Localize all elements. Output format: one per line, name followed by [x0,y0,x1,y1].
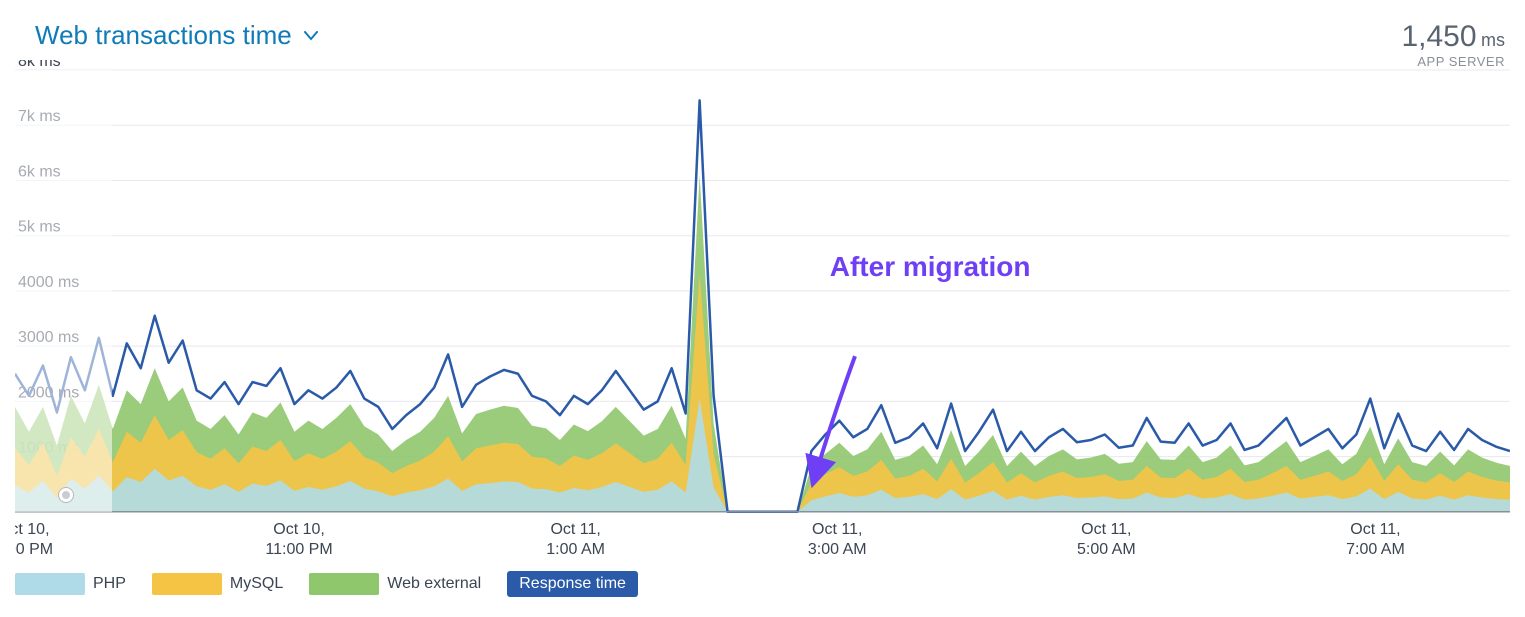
metric-value: 1,450 [1401,20,1476,53]
area-web-external [15,175,1510,512]
x-tick-label: 3:00 AM [808,540,867,558]
chart-legend: PHP MySQL Web external Response time [15,571,638,597]
x-tick-label: Oct 10, [273,520,325,538]
metric-unit: ms [1481,30,1505,50]
x-tick-label: ct 10, [15,520,49,538]
x-tick-label: 11:00 PM [265,540,332,558]
legend-item-mysql[interactable]: MySQL [152,571,291,597]
legend-swatch [309,573,379,595]
y-tick-label: 5k ms [18,218,61,236]
x-tick-label: 5:00 AM [1077,540,1136,558]
y-tick-label: 7k ms [18,107,61,125]
legend-label: MySQL [222,575,291,593]
annotation-after-migration: After migration [830,251,1031,283]
chart-svg: 1000 ms2000 ms3000 ms4000 ms5k ms6k ms7k… [15,60,1510,562]
x-tick-label: Oct 11, [1081,520,1131,538]
chart-title-text: Web transactions time [35,20,292,51]
area-mysql [15,274,1510,511]
x-tick-label: Oct 11, [812,520,862,538]
legend-item-response[interactable]: Response time [507,571,638,597]
x-tick-label: Oct 11, [1350,520,1400,538]
chart-title-dropdown[interactable]: Web transactions time [35,20,318,51]
x-tick-label: 7:00 AM [1346,540,1405,558]
chevron-down-icon [304,31,318,41]
legend-item-web_external[interactable]: Web external [309,571,489,597]
y-tick-label: 6k ms [18,162,61,180]
legend-swatch [15,573,85,595]
chart-plot-area[interactable]: 1000 ms2000 ms3000 ms4000 ms5k ms6k ms7k… [15,60,1510,562]
x-tick-label: 1:00 AM [546,540,605,558]
y-tick-label: 8k ms [18,60,61,70]
legend-item-php[interactable]: PHP [15,571,134,597]
legend-label: Web external [379,575,489,593]
chart-scrubber-dot[interactable] [59,488,73,502]
legend-label: PHP [85,575,134,593]
y-tick-label: 4000 ms [18,273,79,291]
y-tick-label: 3000 ms [18,328,79,346]
x-tick-label: 00 PM [15,540,53,558]
legend-swatch [152,573,222,595]
x-tick-label: Oct 11, [550,520,600,538]
